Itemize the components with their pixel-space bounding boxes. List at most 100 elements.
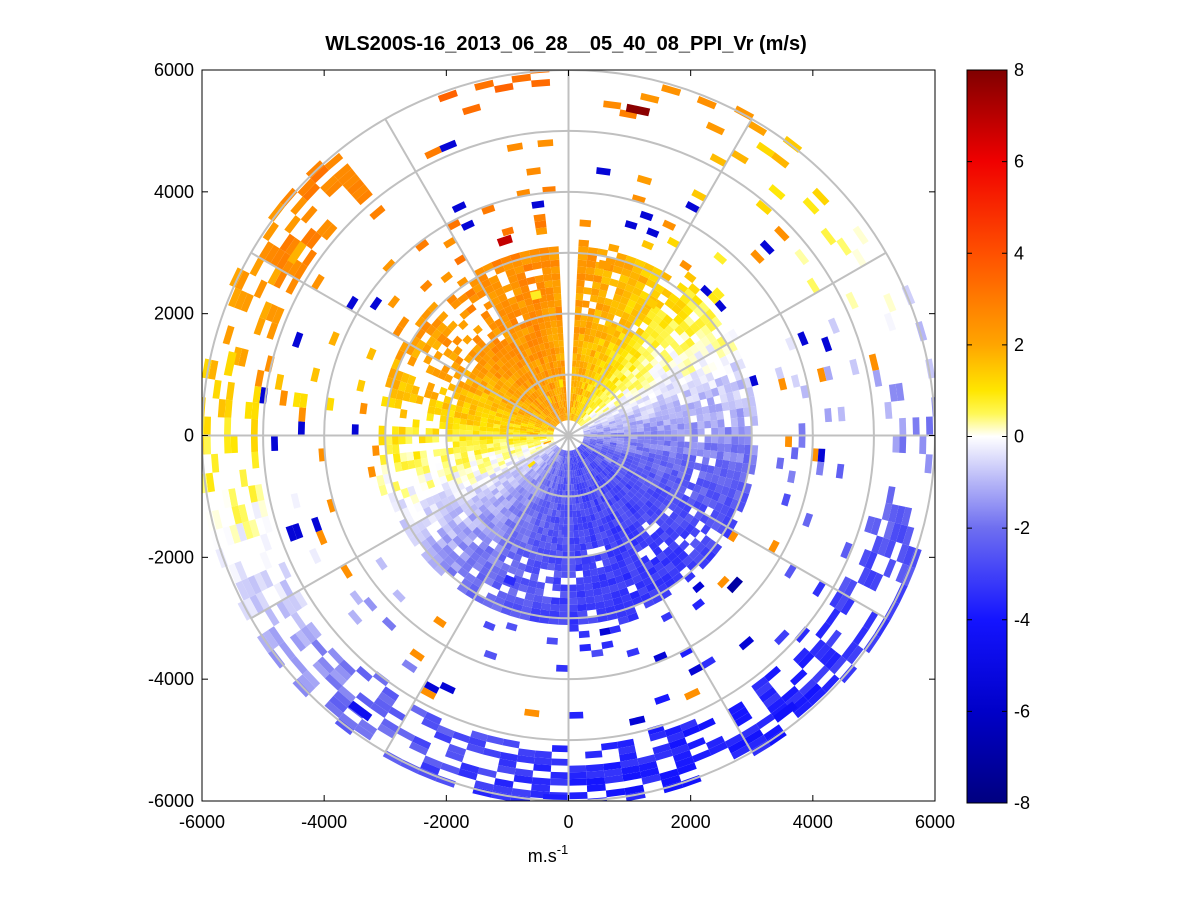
velocity-cell bbox=[585, 417, 592, 423]
azimuth-spoke bbox=[567, 118, 753, 437]
velocity-cell bbox=[554, 461, 559, 469]
velocity-cell bbox=[610, 590, 621, 600]
velocity-cell bbox=[756, 713, 775, 730]
velocity-cell bbox=[577, 394, 582, 402]
velocity-cell bbox=[629, 421, 637, 426]
velocity-cell bbox=[883, 539, 897, 559]
velocity-cell bbox=[534, 518, 541, 527]
velocity-cell bbox=[251, 501, 262, 520]
velocity-cell bbox=[734, 462, 743, 473]
velocity-cell bbox=[538, 322, 546, 331]
velocity-cell bbox=[594, 553, 602, 562]
velocity-cell bbox=[520, 444, 528, 449]
x-tick-label: 0 bbox=[563, 812, 573, 832]
velocity-cell bbox=[444, 373, 454, 383]
velocity-cell bbox=[615, 448, 623, 453]
velocity-cell bbox=[566, 413, 568, 421]
velocity-cell bbox=[504, 518, 513, 527]
velocity-cell bbox=[589, 441, 597, 445]
velocity-cell-sample bbox=[644, 296, 659, 310]
velocity-cell bbox=[714, 299, 727, 313]
velocity-cell bbox=[582, 569, 591, 578]
velocity-cell bbox=[513, 524, 522, 533]
velocity-cell bbox=[664, 516, 675, 527]
velocity-cell bbox=[596, 518, 603, 527]
velocity-cell bbox=[689, 386, 698, 396]
velocity-cell bbox=[457, 530, 468, 541]
velocity-cell bbox=[809, 639, 826, 657]
velocity-cell bbox=[231, 505, 243, 525]
velocity-cell bbox=[536, 336, 544, 345]
velocity-cell bbox=[624, 501, 633, 510]
velocity-cell bbox=[660, 521, 670, 532]
velocity-cell bbox=[533, 430, 541, 433]
velocity-cell bbox=[536, 526, 544, 535]
velocity-cell bbox=[710, 443, 718, 452]
velocity-cell bbox=[519, 457, 527, 464]
velocity-cell bbox=[424, 146, 442, 160]
velocity-cell bbox=[727, 530, 739, 543]
velocity-cell bbox=[324, 673, 343, 691]
velocity-cell bbox=[499, 751, 518, 762]
velocity-cell bbox=[784, 563, 797, 579]
velocity-cell bbox=[606, 400, 614, 407]
velocity-cell bbox=[473, 415, 482, 422]
velocity-cell bbox=[675, 411, 684, 419]
velocity-cell bbox=[569, 406, 572, 414]
velocity-cell bbox=[453, 411, 462, 419]
velocity-cell bbox=[570, 386, 574, 394]
velocity-cell bbox=[568, 604, 578, 612]
velocity-cell bbox=[546, 449, 553, 455]
velocity-cell bbox=[596, 344, 603, 353]
velocity-cell bbox=[645, 353, 655, 363]
velocity-cell bbox=[311, 639, 328, 657]
velocity-cell bbox=[527, 468, 534, 475]
velocity-cell bbox=[258, 241, 274, 261]
velocity-cell bbox=[540, 461, 547, 469]
velocity-cell bbox=[624, 460, 632, 467]
velocity-cell bbox=[487, 451, 496, 457]
velocity-cell bbox=[504, 501, 513, 510]
velocity-cell bbox=[821, 674, 840, 693]
velocity-cell bbox=[546, 430, 554, 434]
velocity-cell bbox=[597, 431, 604, 434]
velocity-cell bbox=[606, 312, 615, 322]
velocity-cell bbox=[477, 531, 487, 542]
x-tick-label: -2000 bbox=[423, 812, 469, 832]
velocity-cell bbox=[523, 400, 531, 407]
velocity-cell bbox=[500, 338, 509, 348]
velocity-cell bbox=[513, 265, 525, 275]
velocity-cell bbox=[496, 483, 505, 492]
velocity-cell bbox=[471, 367, 480, 377]
velocity-cell bbox=[601, 460, 608, 467]
velocity-cell bbox=[436, 333, 447, 344]
velocity-cell bbox=[594, 309, 602, 318]
velocity-cell bbox=[864, 551, 878, 570]
velocity-cell bbox=[737, 417, 745, 427]
velocity-cell bbox=[490, 487, 500, 496]
velocity-cell bbox=[583, 414, 589, 420]
velocity-cell bbox=[541, 443, 549, 448]
velocity-cell bbox=[600, 449, 607, 455]
velocity-cell bbox=[251, 402, 260, 420]
velocity-cell bbox=[462, 536, 473, 547]
velocity-cell bbox=[597, 454, 604, 461]
velocity-cell bbox=[574, 319, 581, 328]
velocity-cell bbox=[583, 576, 592, 584]
velocity-cell bbox=[442, 523, 453, 534]
velocity-cell bbox=[525, 466, 533, 473]
velocity-cell bbox=[658, 398, 667, 406]
velocity-cell bbox=[692, 749, 712, 763]
velocity-cell bbox=[493, 442, 501, 448]
velocity-cell bbox=[616, 443, 624, 447]
velocity-cell bbox=[668, 412, 677, 420]
velocity-cell bbox=[648, 452, 656, 459]
velocity-cell bbox=[622, 388, 630, 395]
velocity-cell bbox=[508, 496, 517, 505]
velocity-cell bbox=[616, 440, 624, 445]
velocity-cell bbox=[601, 420, 609, 425]
velocity-cell bbox=[626, 394, 635, 402]
velocity-cell bbox=[594, 447, 601, 452]
velocity-cell bbox=[512, 287, 523, 297]
